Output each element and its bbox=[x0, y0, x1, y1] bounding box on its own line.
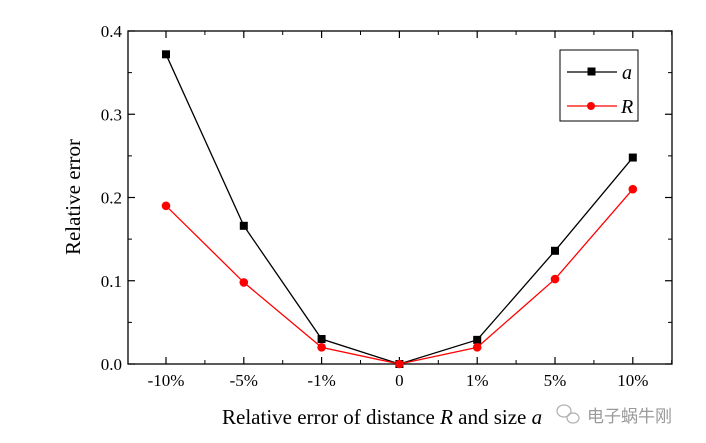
y-tick-label: 0.1 bbox=[101, 272, 122, 291]
x-tick-label: 5% bbox=[544, 371, 567, 390]
y-axis-title: Relative error bbox=[61, 139, 85, 255]
y-tick-label: 0.2 bbox=[101, 189, 122, 208]
x-tick-label: 1% bbox=[466, 371, 489, 390]
x-axis-title-var-a: a bbox=[532, 405, 543, 429]
data-point-r bbox=[472, 343, 482, 352]
x-tick-label: -5% bbox=[230, 371, 258, 390]
legend: a R bbox=[559, 49, 639, 122]
data-point-r bbox=[628, 184, 638, 194]
data-point-a bbox=[162, 50, 170, 59]
data-point-r bbox=[239, 278, 249, 287]
data-point-r bbox=[161, 201, 171, 211]
legend-box bbox=[559, 49, 639, 122]
data-point-r bbox=[550, 274, 560, 284]
wechat-icon bbox=[556, 404, 580, 424]
y-axis: 0.0 0.1 0.2 0.3 0.4 bbox=[101, 22, 672, 374]
data-point-a bbox=[551, 246, 559, 255]
data-point-a bbox=[239, 221, 248, 230]
x-tick-label: -10% bbox=[148, 371, 185, 390]
data-point-a bbox=[628, 153, 637, 162]
y-tick-label: 0.4 bbox=[101, 22, 123, 41]
x-tick-label: 0 bbox=[395, 371, 404, 390]
x-axis-title-var-r: R bbox=[439, 405, 453, 429]
legend-label-a: a bbox=[622, 62, 632, 84]
y-tick-label: 0.0 bbox=[101, 355, 122, 374]
watermark-text: 电子蜗牛刚 bbox=[587, 407, 672, 427]
x-tick-label: -1% bbox=[307, 371, 335, 390]
series-line-r bbox=[165, 188, 634, 365]
legend-marker-r bbox=[587, 102, 595, 110]
data-point-a bbox=[317, 335, 326, 344]
x-axis: -10% -5% -1% 0 1% 5% 10% bbox=[148, 31, 673, 390]
y-tick-label: 0.3 bbox=[101, 105, 122, 124]
data-point-a bbox=[473, 335, 482, 344]
series-layer bbox=[161, 50, 638, 369]
legend-marker-a bbox=[587, 67, 596, 76]
x-axis-title-part1: Relative error of distance bbox=[222, 405, 440, 429]
x-axis-title-part2: and size bbox=[453, 405, 532, 429]
x-axis-title: Relative error of distance R and size a bbox=[222, 405, 542, 429]
watermark: 电子蜗牛刚 bbox=[556, 404, 672, 427]
data-point-r bbox=[395, 359, 404, 369]
x-tick-label: 10% bbox=[617, 371, 648, 390]
legend-label-r: R bbox=[620, 96, 633, 118]
data-point-r bbox=[317, 343, 326, 352]
